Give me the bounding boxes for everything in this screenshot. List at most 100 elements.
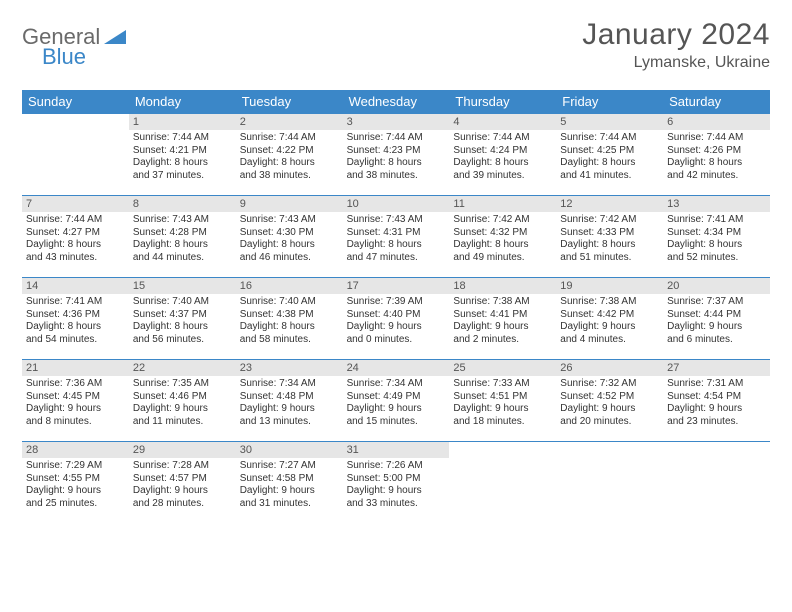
day-detail-line: Sunrise: 7:43 AM bbox=[133, 214, 232, 227]
day-detail-line: and 37 minutes. bbox=[133, 170, 232, 183]
day-detail-line: and 42 minutes. bbox=[667, 170, 766, 183]
day-detail-line: Sunset: 5:00 PM bbox=[347, 473, 446, 486]
day-detail-line: Sunrise: 7:44 AM bbox=[347, 132, 446, 145]
day-details: Sunrise: 7:38 AMSunset: 4:41 PMDaylight:… bbox=[449, 294, 556, 350]
day-number: 27 bbox=[663, 360, 770, 376]
day-detail-line: Sunrise: 7:37 AM bbox=[667, 296, 766, 309]
day-detail-line: and 43 minutes. bbox=[26, 252, 125, 265]
day-detail-line: and 25 minutes. bbox=[26, 498, 125, 511]
day-detail-line: Sunrise: 7:44 AM bbox=[453, 132, 552, 145]
day-number: 28 bbox=[22, 442, 129, 458]
day-number: 5 bbox=[556, 114, 663, 130]
calendar-cell: 8Sunrise: 7:43 AMSunset: 4:28 PMDaylight… bbox=[129, 195, 236, 277]
day-detail-line: Sunrise: 7:31 AM bbox=[667, 378, 766, 391]
calendar-cell: 10Sunrise: 7:43 AMSunset: 4:31 PMDayligh… bbox=[343, 195, 450, 277]
calendar-cell: 3Sunrise: 7:44 AMSunset: 4:23 PMDaylight… bbox=[343, 113, 450, 195]
day-detail-line: Sunset: 4:41 PM bbox=[453, 309, 552, 322]
day-number: 22 bbox=[129, 360, 236, 376]
day-detail-line: Sunset: 4:49 PM bbox=[347, 391, 446, 404]
day-number: 4 bbox=[449, 114, 556, 130]
day-detail-line: Daylight: 9 hours bbox=[667, 321, 766, 334]
day-detail-line: and 2 minutes. bbox=[453, 334, 552, 347]
day-detail-line: Sunrise: 7:44 AM bbox=[133, 132, 232, 145]
day-detail-line: Sunrise: 7:44 AM bbox=[560, 132, 659, 145]
day-details: Sunrise: 7:40 AMSunset: 4:38 PMDaylight:… bbox=[236, 294, 343, 350]
day-detail-line: Sunset: 4:25 PM bbox=[560, 145, 659, 158]
day-detail-line: Sunrise: 7:38 AM bbox=[453, 296, 552, 309]
calendar-cell: 15Sunrise: 7:40 AMSunset: 4:37 PMDayligh… bbox=[129, 277, 236, 359]
day-detail-line: Daylight: 9 hours bbox=[667, 403, 766, 416]
day-details: Sunrise: 7:35 AMSunset: 4:46 PMDaylight:… bbox=[129, 376, 236, 432]
calendar-cell: 4Sunrise: 7:44 AMSunset: 4:24 PMDaylight… bbox=[449, 113, 556, 195]
day-number: 24 bbox=[343, 360, 450, 376]
day-detail-line: Sunset: 4:45 PM bbox=[26, 391, 125, 404]
day-detail-line: and 15 minutes. bbox=[347, 416, 446, 429]
day-details: Sunrise: 7:26 AMSunset: 5:00 PMDaylight:… bbox=[343, 458, 450, 514]
day-number: 19 bbox=[556, 278, 663, 294]
calendar-cell: 21Sunrise: 7:36 AMSunset: 4:45 PMDayligh… bbox=[22, 359, 129, 441]
day-number: 23 bbox=[236, 360, 343, 376]
day-details: Sunrise: 7:37 AMSunset: 4:44 PMDaylight:… bbox=[663, 294, 770, 350]
calendar-cell: 23Sunrise: 7:34 AMSunset: 4:48 PMDayligh… bbox=[236, 359, 343, 441]
day-detail-line: Sunrise: 7:33 AM bbox=[453, 378, 552, 391]
day-detail-line: Sunset: 4:26 PM bbox=[667, 145, 766, 158]
day-detail-line: Sunset: 4:46 PM bbox=[133, 391, 232, 404]
day-details: Sunrise: 7:41 AMSunset: 4:36 PMDaylight:… bbox=[22, 294, 129, 350]
calendar-cell: 29Sunrise: 7:28 AMSunset: 4:57 PMDayligh… bbox=[129, 441, 236, 523]
day-detail-line: Sunrise: 7:40 AM bbox=[133, 296, 232, 309]
day-number: 21 bbox=[22, 360, 129, 376]
day-detail-line: Sunrise: 7:36 AM bbox=[26, 378, 125, 391]
day-details: Sunrise: 7:44 AMSunset: 4:24 PMDaylight:… bbox=[449, 130, 556, 186]
day-detail-line: Sunset: 4:24 PM bbox=[453, 145, 552, 158]
day-detail-line: Sunset: 4:23 PM bbox=[347, 145, 446, 158]
day-detail-line: and 54 minutes. bbox=[26, 334, 125, 347]
brand-triangle-icon bbox=[104, 26, 126, 49]
day-number: 9 bbox=[236, 196, 343, 212]
day-detail-line: Daylight: 9 hours bbox=[26, 403, 125, 416]
day-detail-line: and 6 minutes. bbox=[667, 334, 766, 347]
day-detail-line: Sunrise: 7:34 AM bbox=[240, 378, 339, 391]
day-details: Sunrise: 7:41 AMSunset: 4:34 PMDaylight:… bbox=[663, 212, 770, 268]
calendar-cell: 19Sunrise: 7:38 AMSunset: 4:42 PMDayligh… bbox=[556, 277, 663, 359]
day-details: Sunrise: 7:39 AMSunset: 4:40 PMDaylight:… bbox=[343, 294, 450, 350]
day-detail-line: Sunset: 4:31 PM bbox=[347, 227, 446, 240]
day-detail-line: Sunset: 4:33 PM bbox=[560, 227, 659, 240]
day-detail-line: and 11 minutes. bbox=[133, 416, 232, 429]
calendar-cell: 9Sunrise: 7:43 AMSunset: 4:30 PMDaylight… bbox=[236, 195, 343, 277]
day-details: Sunrise: 7:43 AMSunset: 4:28 PMDaylight:… bbox=[129, 212, 236, 268]
calendar-cell bbox=[663, 441, 770, 523]
calendar-cell: 18Sunrise: 7:38 AMSunset: 4:41 PMDayligh… bbox=[449, 277, 556, 359]
day-number: 15 bbox=[129, 278, 236, 294]
day-details: Sunrise: 7:43 AMSunset: 4:30 PMDaylight:… bbox=[236, 212, 343, 268]
day-number: 26 bbox=[556, 360, 663, 376]
day-details: Sunrise: 7:44 AMSunset: 4:27 PMDaylight:… bbox=[22, 212, 129, 268]
day-detail-line: and 38 minutes. bbox=[240, 170, 339, 183]
day-detail-line: Sunset: 4:34 PM bbox=[667, 227, 766, 240]
day-header: Saturday bbox=[663, 90, 770, 113]
day-detail-line: Daylight: 9 hours bbox=[347, 403, 446, 416]
day-details: Sunrise: 7:38 AMSunset: 4:42 PMDaylight:… bbox=[556, 294, 663, 350]
day-detail-line: Sunrise: 7:29 AM bbox=[26, 460, 125, 473]
day-detail-line: and 46 minutes. bbox=[240, 252, 339, 265]
day-detail-line: Daylight: 9 hours bbox=[240, 485, 339, 498]
day-detail-line: Sunset: 4:44 PM bbox=[667, 309, 766, 322]
day-header: Sunday bbox=[22, 90, 129, 113]
day-number: 11 bbox=[449, 196, 556, 212]
day-detail-line: and 20 minutes. bbox=[560, 416, 659, 429]
day-detail-line: Daylight: 9 hours bbox=[347, 321, 446, 334]
calendar-cell bbox=[22, 113, 129, 195]
calendar-cell: 5Sunrise: 7:44 AMSunset: 4:25 PMDaylight… bbox=[556, 113, 663, 195]
calendar-cell: 2Sunrise: 7:44 AMSunset: 4:22 PMDaylight… bbox=[236, 113, 343, 195]
day-number: 29 bbox=[129, 442, 236, 458]
day-detail-line: and 39 minutes. bbox=[453, 170, 552, 183]
calendar-cell: 31Sunrise: 7:26 AMSunset: 5:00 PMDayligh… bbox=[343, 441, 450, 523]
day-detail-line: and 23 minutes. bbox=[667, 416, 766, 429]
calendar-cell: 22Sunrise: 7:35 AMSunset: 4:46 PMDayligh… bbox=[129, 359, 236, 441]
day-detail-line: Sunset: 4:42 PM bbox=[560, 309, 659, 322]
day-number: 10 bbox=[343, 196, 450, 212]
day-details: Sunrise: 7:36 AMSunset: 4:45 PMDaylight:… bbox=[22, 376, 129, 432]
day-number: 1 bbox=[129, 114, 236, 130]
day-detail-line: Sunrise: 7:44 AM bbox=[240, 132, 339, 145]
day-detail-line: Sunset: 4:36 PM bbox=[26, 309, 125, 322]
day-number: 30 bbox=[236, 442, 343, 458]
